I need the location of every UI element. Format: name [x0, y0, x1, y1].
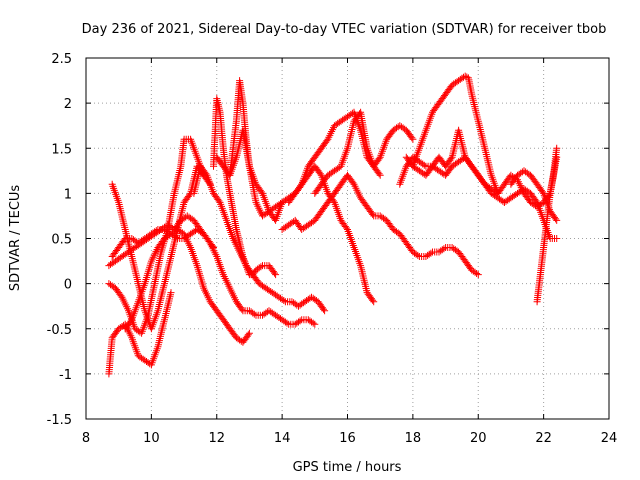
y-tick-label: 0.5 — [51, 233, 72, 248]
tick-layer: 8 10 12 14 16 18 20 22 24 -1.5 -1 -0.5 0 0.5 1 1.5 2 2.5 — [47, 52, 618, 446]
data-point — [242, 262, 250, 270]
y-tick-label: -1.5 — [47, 413, 72, 428]
data-point — [408, 134, 416, 142]
y-tick-label: 0 — [64, 278, 72, 293]
y-tick-label: 1.5 — [51, 142, 72, 157]
data-series — [533, 144, 561, 306]
data-point — [447, 155, 455, 163]
data-series — [105, 289, 175, 378]
data-point — [244, 331, 252, 339]
data-point — [283, 319, 291, 327]
y-tick-label: -1 — [59, 368, 72, 383]
data-point — [414, 251, 422, 259]
data-point — [375, 170, 383, 178]
data-point — [127, 317, 135, 325]
data-series — [311, 108, 417, 197]
data-point — [242, 260, 249, 268]
data-point — [152, 227, 160, 235]
data-point — [311, 320, 319, 328]
data-point — [250, 310, 258, 318]
data-point — [243, 263, 251, 271]
data-point — [532, 197, 540, 205]
data-series — [226, 126, 378, 306]
x-tick-label: 22 — [535, 431, 552, 446]
data-point — [440, 245, 448, 253]
data-point — [316, 170, 324, 178]
data-point — [375, 155, 383, 163]
data-layer — [105, 72, 561, 378]
data-point — [280, 297, 288, 304]
data-point — [296, 317, 304, 325]
y-axis-label: SDTVAR / TECUs — [8, 185, 23, 292]
data-point — [473, 270, 481, 277]
x-tick-label: 20 — [470, 431, 487, 446]
data-point — [215, 197, 223, 205]
x-tick-label: 14 — [274, 431, 291, 446]
x-tick-label: 10 — [143, 431, 160, 446]
data-point — [241, 258, 249, 266]
data-point — [244, 265, 251, 273]
x-tick-label: 24 — [601, 431, 618, 446]
data-point — [321, 307, 329, 315]
data-point — [553, 216, 561, 224]
data-point — [257, 263, 265, 271]
data-point — [240, 256, 248, 264]
data-point — [297, 182, 305, 190]
data-point — [461, 72, 469, 80]
data-point — [272, 271, 280, 279]
data-point — [320, 305, 327, 313]
data-series — [396, 126, 502, 197]
data-point — [271, 269, 278, 277]
x-tick-label: 16 — [339, 431, 356, 446]
data-point — [240, 254, 248, 262]
x-tick-label: 12 — [208, 431, 225, 446]
data-point — [245, 329, 253, 337]
y-tick-label: 2 — [64, 97, 72, 112]
chart-title: Day 236 of 2021, Sidereal Day-to-day VTE… — [82, 22, 607, 37]
data-point — [552, 215, 560, 223]
data-point — [202, 170, 210, 178]
data-point — [539, 188, 546, 196]
data-point — [420, 161, 428, 169]
data-point — [427, 249, 435, 257]
data-series — [108, 162, 214, 333]
x-axis-label: GPS time / hours — [293, 460, 402, 475]
data-point — [369, 210, 377, 218]
data-point — [409, 135, 417, 143]
data-point — [474, 271, 482, 279]
data-point — [257, 188, 265, 196]
data-point — [370, 298, 378, 306]
y-tick-label: 2.5 — [51, 52, 72, 67]
data-point — [172, 233, 180, 241]
y-tick-label: -0.5 — [47, 323, 72, 338]
x-tick-label: 8 — [82, 431, 90, 446]
data-series — [121, 226, 253, 346]
data-point — [376, 171, 384, 179]
data-point — [167, 289, 175, 297]
y-tick-label: 1 — [64, 187, 72, 202]
data-series — [190, 162, 329, 315]
data-point — [553, 235, 561, 242]
data-point — [369, 296, 377, 304]
data-series — [210, 95, 280, 279]
data-point — [309, 319, 317, 327]
data-point — [120, 236, 128, 244]
data-point — [542, 195, 550, 203]
data-series — [108, 226, 319, 328]
data-series — [105, 135, 208, 337]
data-point — [186, 191, 193, 199]
data-series — [409, 72, 502, 197]
data-point — [238, 305, 246, 313]
data-series — [278, 171, 482, 279]
data-point — [342, 224, 350, 232]
data-point — [553, 144, 561, 152]
x-tick-label: 18 — [405, 431, 422, 446]
data-point — [540, 189, 548, 197]
data-point — [244, 267, 252, 275]
